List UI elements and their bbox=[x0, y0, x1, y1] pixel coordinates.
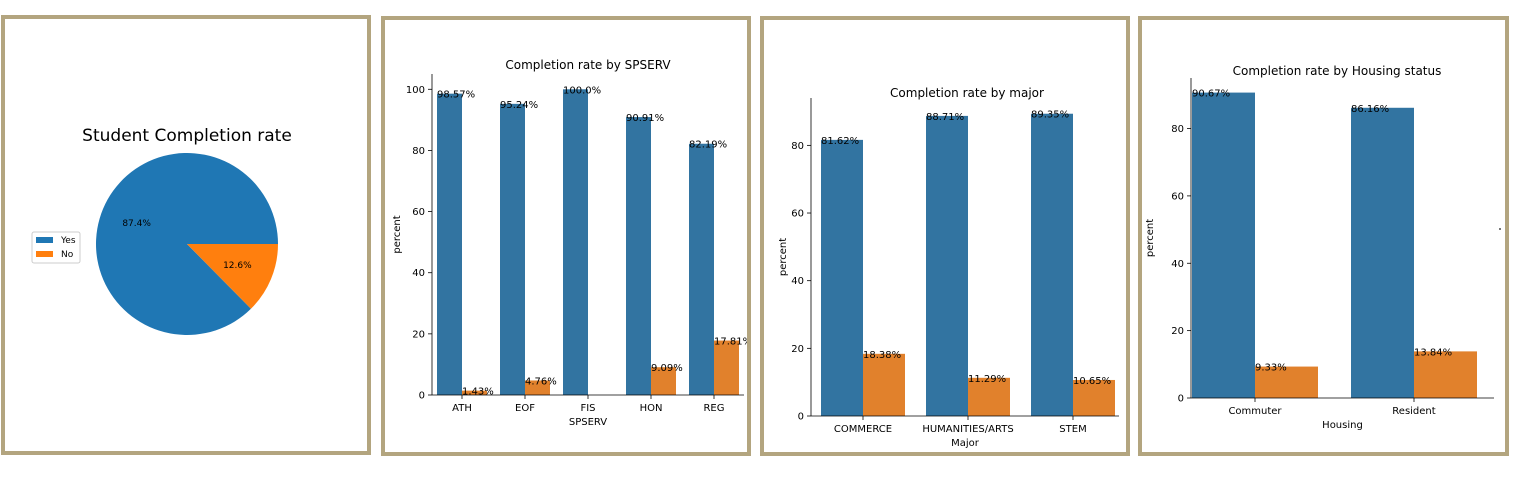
x-tick-label: COMMERCE bbox=[834, 424, 892, 435]
pie-chart: Student Completion rate 87.4% 12.6% Yes No bbox=[31, 126, 292, 336]
bar-label: 4.76% bbox=[525, 376, 557, 387]
y-axis-label: percent bbox=[778, 238, 789, 276]
x-axis-label: Housing bbox=[1322, 420, 1363, 431]
major-chart-panel: Completion rate by major 81.62% 18.38% COMM… bbox=[760, 16, 1130, 456]
x-tick-label: HUMANITIES/ARTS bbox=[922, 424, 1013, 435]
y-tick-label: 40 bbox=[1171, 259, 1184, 270]
pie-slice-label: 87.4% bbox=[122, 219, 151, 229]
bar-label: 10.65% bbox=[1073, 376, 1111, 387]
y-tick-label: 40 bbox=[412, 268, 425, 279]
chart-title: Completion rate by major bbox=[890, 86, 1044, 100]
bar bbox=[563, 89, 588, 396]
bar-label: 89.35% bbox=[1031, 110, 1069, 121]
bar-label: 81.62% bbox=[821, 136, 859, 147]
bar-label: 82.19% bbox=[689, 140, 727, 151]
y-tick-label: 80 bbox=[791, 141, 804, 152]
bar bbox=[1031, 113, 1073, 417]
bar-label: 9.33% bbox=[1255, 363, 1287, 374]
y-tick-label: 0 bbox=[798, 412, 804, 423]
bar bbox=[926, 115, 968, 416]
x-axis-label: Major bbox=[951, 438, 980, 449]
legend-swatch-no bbox=[36, 251, 53, 257]
bar bbox=[968, 377, 1010, 416]
y-tick-label: 60 bbox=[1171, 191, 1184, 202]
legend-label-yes: Yes bbox=[60, 236, 76, 246]
bar-label: 13.84% bbox=[1414, 347, 1452, 358]
y-tick-label: 40 bbox=[791, 276, 804, 287]
bar-label: 1.43% bbox=[462, 387, 494, 398]
bar-label: 98.57% bbox=[437, 90, 475, 101]
bar bbox=[1414, 351, 1477, 398]
x-tick-label: ATH bbox=[452, 403, 472, 414]
y-axis-label: percent bbox=[1145, 219, 1156, 257]
pie-slice-label: 12.6% bbox=[223, 261, 252, 271]
bar bbox=[651, 367, 676, 395]
bar-label: 18.38% bbox=[863, 350, 901, 361]
bar bbox=[437, 93, 462, 396]
y-tick-label: 20 bbox=[791, 344, 804, 355]
y-tick-label: 80 bbox=[412, 146, 425, 157]
x-tick-label: EOF bbox=[515, 403, 535, 414]
bar-label: 90.91% bbox=[626, 113, 664, 124]
bar-label: 11.29% bbox=[968, 374, 1006, 385]
chart-title: Completion rate by Housing status bbox=[1233, 64, 1442, 78]
bar bbox=[821, 139, 863, 416]
bar bbox=[1073, 379, 1115, 416]
x-tick-label: STEM bbox=[1059, 424, 1086, 435]
legend-swatch-yes bbox=[36, 237, 53, 243]
bar bbox=[1255, 366, 1318, 398]
x-tick-label: Resident bbox=[1392, 406, 1435, 417]
bar-label: 90.67% bbox=[1192, 89, 1230, 100]
bar bbox=[626, 117, 651, 396]
x-axis-label: SPSERV bbox=[569, 417, 607, 428]
y-tick-label: 80 bbox=[1171, 124, 1184, 135]
y-tick-label: 0 bbox=[419, 391, 425, 402]
y-tick-label: 60 bbox=[791, 209, 804, 220]
y-tick-label: 0 bbox=[1178, 394, 1184, 405]
bar-label: 100.0% bbox=[563, 85, 601, 96]
major-bar-chart: Completion rate by major 81.62% 18.38% COMM… bbox=[778, 86, 1119, 449]
y-tick-label: 20 bbox=[412, 329, 425, 340]
pie-slice-yes bbox=[96, 153, 279, 336]
x-tick-label: Commuter bbox=[1228, 406, 1282, 417]
bar-label: 86.16% bbox=[1351, 104, 1389, 115]
y-tick-label: 60 bbox=[412, 207, 425, 218]
pie-slice-no bbox=[187, 244, 278, 309]
x-tick-label: REG bbox=[703, 403, 724, 414]
stray-mark bbox=[1499, 228, 1501, 230]
y-axis-label: percent bbox=[392, 215, 403, 253]
bar bbox=[525, 380, 550, 395]
x-tick-label: HON bbox=[640, 403, 663, 414]
bar bbox=[462, 390, 487, 395]
chart-title: Completion rate by SPSERV bbox=[505, 58, 671, 72]
pie-chart-panel: Student Completion rate 87.4% 12.6% Yes No bbox=[1, 15, 371, 455]
bar bbox=[689, 143, 714, 395]
spserv-bar-chart: Completion rate by SPSERV 98.57% 1.43% ATH 9… bbox=[392, 58, 747, 428]
bar bbox=[1192, 92, 1255, 398]
bar-label: 95.24% bbox=[500, 100, 538, 111]
bar bbox=[500, 103, 525, 396]
pie-title: Student Completion rate bbox=[82, 126, 292, 146]
y-tick-label: 100 bbox=[406, 85, 425, 96]
bar-label: 9.09% bbox=[651, 363, 683, 374]
bar-label: 17.81% bbox=[714, 337, 747, 348]
bar bbox=[714, 340, 739, 395]
bar bbox=[863, 353, 905, 416]
bar-label: 88.71% bbox=[926, 112, 964, 123]
housing-chart-panel: Completion rate by Housing status 90.67% 9… bbox=[1138, 16, 1509, 456]
y-tick-label: 20 bbox=[1171, 326, 1184, 337]
legend-label-no: No bbox=[61, 250, 74, 260]
bar bbox=[1351, 107, 1414, 398]
spserv-chart-panel: Completion rate by SPSERV 98.57% 1.43% ATH 9… bbox=[381, 16, 751, 456]
x-tick-label: FIS bbox=[580, 403, 595, 414]
